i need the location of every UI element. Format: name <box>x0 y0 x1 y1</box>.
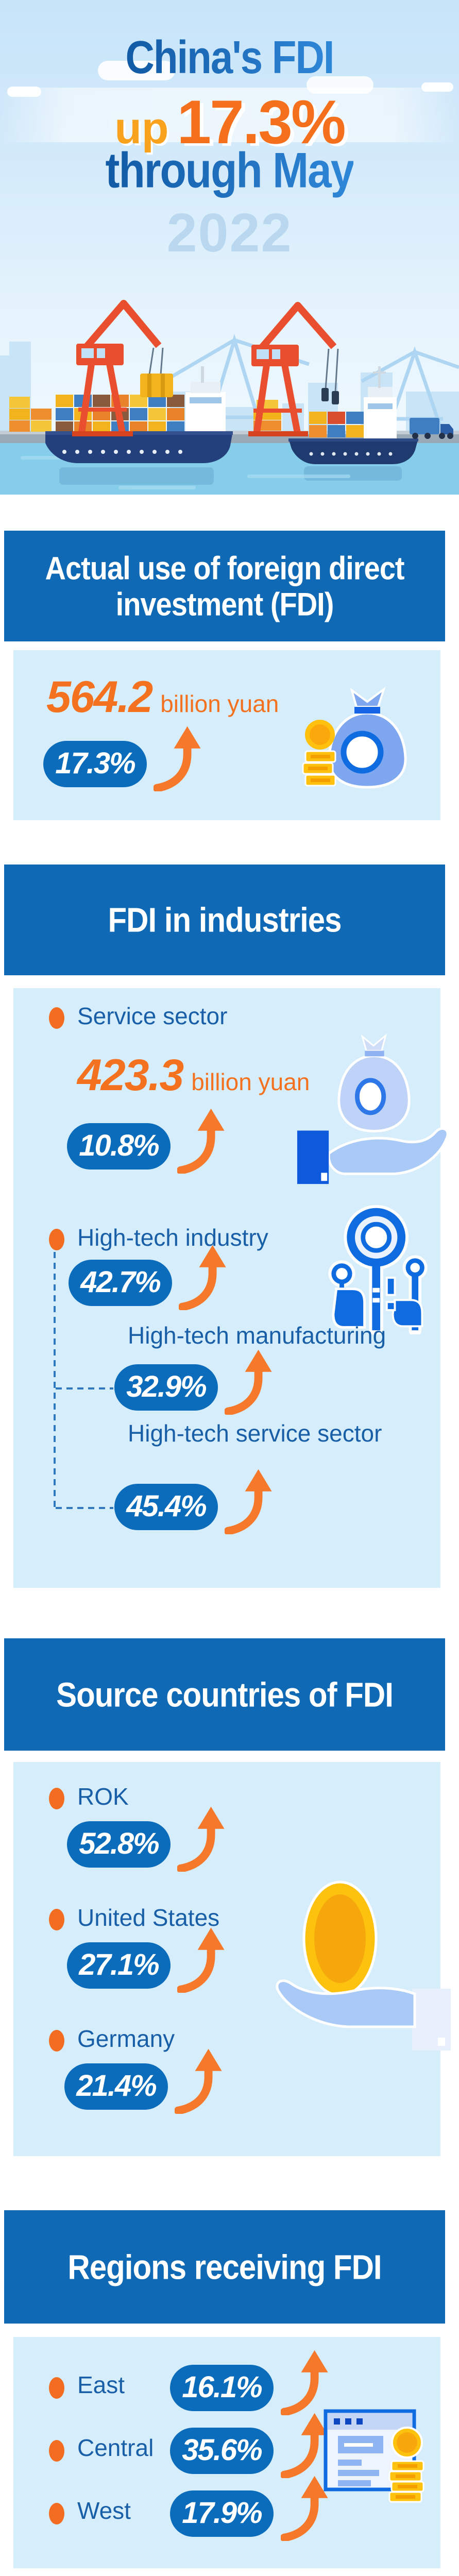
subtitle-band <box>0 88 459 142</box>
coin-hand-icon <box>276 1880 451 2050</box>
up-arrow-icon <box>177 1108 225 1174</box>
bullet-dot <box>49 1007 64 1029</box>
change-value: 45.4% <box>126 1489 207 1523</box>
change-badge: 16.1% <box>170 2365 274 2411</box>
hero-section: China's FDI up 17.3% through May 2022 <box>0 0 459 495</box>
page-title-line2: through May <box>0 142 459 198</box>
connector-line <box>56 1507 113 1509</box>
truck <box>410 418 453 439</box>
change-badge: 27.1% <box>67 1942 171 1989</box>
page-title: China's FDI <box>0 31 459 83</box>
section-title: FDI in industries <box>108 900 342 940</box>
section-title: Source countries of FDI <box>56 1675 394 1714</box>
up-arrow-icon <box>175 2048 222 2114</box>
item-label-service-sector: Service sector <box>77 1003 228 1029</box>
change-badge: 32.9% <box>114 1364 218 1411</box>
hero-subtitle: up 17.3% <box>0 87 459 158</box>
up-arrow-icon <box>281 2350 328 2415</box>
circuit-tech-icon <box>328 1205 428 1334</box>
stat-value: 423.3 <box>77 1050 184 1100</box>
bullet-dot <box>49 2377 64 2399</box>
card-actual-use: 564.2 billion yuan 17.3% <box>13 650 440 820</box>
subtitle-prefix: up <box>114 104 169 153</box>
item-label-germany: Germany <box>77 2025 175 2052</box>
cargo-ship-right <box>288 366 418 464</box>
up-arrow-icon <box>225 1349 272 1415</box>
page-title-line2-text: through May <box>106 142 355 199</box>
change-value: 17.9% <box>182 2496 262 2530</box>
change-value: 21.4% <box>76 2069 157 2103</box>
stat-unit: billion yuan <box>160 690 279 717</box>
browser-coins-icon <box>324 2409 424 2503</box>
year-label: 2022 <box>166 202 293 263</box>
section-band-source-countries: Source countries of FDI <box>4 1638 445 1751</box>
headline-percent: 17.3% <box>177 88 346 157</box>
bullet-dot <box>49 1229 64 1250</box>
red-crane-left <box>72 300 173 436</box>
change-badge: 42.7% <box>69 1260 172 1306</box>
change-value: 32.9% <box>126 1369 207 1403</box>
change-value: 16.1% <box>182 2370 262 2404</box>
section-title-line2: investment (FDI) <box>115 585 334 622</box>
connector-line <box>54 1252 56 1508</box>
cloud <box>7 87 41 97</box>
change-value: 27.1% <box>79 1947 159 1981</box>
bullet-dot <box>49 1909 64 1930</box>
bullet-dot <box>49 2503 64 2524</box>
card-industries: Service sector 423.3 billion yuan 10.8% … <box>13 988 449 1588</box>
port-illustration <box>0 300 459 495</box>
up-arrow-icon <box>281 2476 328 2541</box>
cloud <box>307 76 373 94</box>
change-badge: 17.9% <box>170 2490 274 2537</box>
fdi-total-stat: 564.2 billion yuan <box>46 672 279 723</box>
stat-unit: billion yuan <box>191 1069 310 1095</box>
section-band-regions: Regions receiving FDI <box>4 2210 445 2324</box>
red-crane-right <box>248 302 339 436</box>
item-label-high-tech-manufacturing: High-tech manufacturing <box>128 1322 386 1349</box>
up-arrow-icon <box>225 1469 272 1534</box>
change-badge: 35.6% <box>170 2428 274 2474</box>
change-badge: 21.4% <box>64 2063 168 2110</box>
bullet-dot <box>49 2030 64 2052</box>
bullet-dot <box>49 2440 64 2462</box>
item-label-united-states: United States <box>77 1904 220 1931</box>
cloud <box>98 61 175 80</box>
change-badge: 52.8% <box>67 1821 171 1868</box>
change-value: 10.8% <box>79 1128 159 1162</box>
service-sector-stat: 423.3 billion yuan <box>77 1050 310 1101</box>
connector-line <box>56 1387 113 1389</box>
stat-value: 564.2 <box>46 672 153 722</box>
item-label-central: Central <box>77 2434 154 2461</box>
up-arrow-icon <box>281 2413 328 2478</box>
up-arrow-icon <box>177 1927 225 1993</box>
section-title: Regions receiving FDI <box>67 2247 382 2286</box>
change-value: 52.8% <box>79 1826 159 1860</box>
change-value: 17.3% <box>55 746 135 780</box>
section-band-actual-use: Actual use of foreign direct investment … <box>4 531 445 641</box>
item-label-east: East <box>77 2371 125 2398</box>
up-arrow-icon <box>154 726 201 791</box>
up-arrow-icon <box>179 1245 226 1310</box>
money-bag-coins-icon <box>302 686 407 789</box>
cargo-ship-left <box>45 366 233 463</box>
change-badge: 17.3% <box>43 741 147 787</box>
item-label-high-tech-industry: High-tech industry <box>77 1224 268 1251</box>
section-band-industries: FDI in industries <box>4 865 445 975</box>
change-value: 42.7% <box>80 1265 161 1299</box>
page-title-text: China's FDI <box>126 30 335 84</box>
change-badge: 10.8% <box>67 1123 171 1170</box>
up-arrow-icon <box>177 1806 225 1872</box>
section-title-line1: Actual use of foreign direct <box>45 549 405 586</box>
card-regions: East 16.1% Central 35.6% West 17.9% <box>13 2337 440 2568</box>
change-value: 35.6% <box>182 2433 262 2467</box>
item-label-rok: ROK <box>77 1783 129 1810</box>
item-label-high-tech-service-sector: High-tech service sector <box>128 1420 382 1447</box>
bullet-dot <box>49 1788 64 1809</box>
change-badge: 45.4% <box>114 1484 218 1530</box>
money-bag-hand-icon <box>297 1033 449 1184</box>
card-source-countries: ROK 52.8% United States 27.1% Germany 21… <box>13 1762 451 2156</box>
cloud <box>421 82 453 92</box>
item-label-west: West <box>77 2497 131 2524</box>
